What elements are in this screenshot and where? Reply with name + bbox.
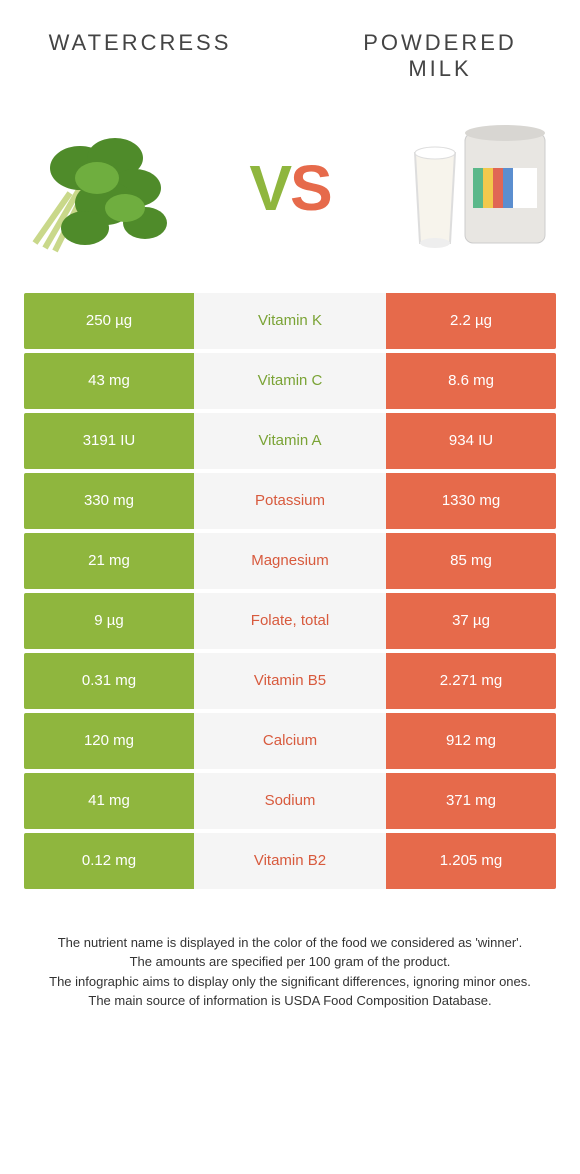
footer-line-3: The infographic aims to display only the… — [30, 972, 550, 992]
vs-label: VS — [249, 151, 330, 225]
left-value: 9 µg — [24, 593, 194, 649]
nutrient-label: Sodium — [194, 773, 386, 829]
nutrient-label: Vitamin B5 — [194, 653, 386, 709]
nutrient-label: Vitamin A — [194, 413, 386, 469]
right-value: 2.271 mg — [386, 653, 556, 709]
image-row: VS — [0, 93, 580, 293]
left-value: 43 mg — [24, 353, 194, 409]
nutrient-label: Potassium — [194, 473, 386, 529]
left-value: 120 mg — [24, 713, 194, 769]
footer-notes: The nutrient name is displayed in the co… — [0, 893, 580, 1011]
right-value: 371 mg — [386, 773, 556, 829]
footer-line-1: The nutrient name is displayed in the co… — [30, 933, 550, 953]
left-value: 250 µg — [24, 293, 194, 349]
header: WATERCRESS POWDERED MILK — [0, 0, 580, 93]
left-value: 21 mg — [24, 533, 194, 589]
nutrient-row: 21 mgMagnesium85 mg — [24, 533, 556, 589]
watercress-image — [20, 103, 190, 273]
nutrient-row: 0.31 mgVitamin B52.271 mg — [24, 653, 556, 709]
nutrient-row: 0.12 mgVitamin B21.205 mg — [24, 833, 556, 889]
left-value: 0.12 mg — [24, 833, 194, 889]
nutrient-row: 250 µgVitamin K2.2 µg — [24, 293, 556, 349]
nutrient-row: 43 mgVitamin C8.6 mg — [24, 353, 556, 409]
footer-line-4: The main source of information is USDA F… — [30, 991, 550, 1011]
vs-s: S — [290, 152, 331, 224]
right-value: 1330 mg — [386, 473, 556, 529]
nutrient-label: Vitamin B2 — [194, 833, 386, 889]
milk-image — [390, 103, 560, 273]
comparison-table: 250 µgVitamin K2.2 µg43 mgVitamin C8.6 m… — [24, 293, 556, 889]
nutrient-label: Calcium — [194, 713, 386, 769]
nutrient-label: Magnesium — [194, 533, 386, 589]
vs-v: V — [249, 152, 290, 224]
right-value: 934 IU — [386, 413, 556, 469]
left-value: 0.31 mg — [24, 653, 194, 709]
right-value: 2.2 µg — [386, 293, 556, 349]
nutrient-row: 120 mgCalcium912 mg — [24, 713, 556, 769]
title-right: POWDERED MILK — [340, 30, 540, 83]
left-value: 41 mg — [24, 773, 194, 829]
nutrient-row: 41 mgSodium371 mg — [24, 773, 556, 829]
title-left: WATERCRESS — [40, 30, 240, 83]
nutrient-label: Vitamin K — [194, 293, 386, 349]
left-value: 3191 IU — [24, 413, 194, 469]
footer-line-2: The amounts are specified per 100 gram o… — [30, 952, 550, 972]
nutrient-label: Vitamin C — [194, 353, 386, 409]
nutrient-label: Folate, total — [194, 593, 386, 649]
right-value: 37 µg — [386, 593, 556, 649]
nutrient-row: 330 mgPotassium1330 mg — [24, 473, 556, 529]
right-value: 85 mg — [386, 533, 556, 589]
right-value: 8.6 mg — [386, 353, 556, 409]
nutrient-row: 3191 IUVitamin A934 IU — [24, 413, 556, 469]
nutrient-row: 9 µgFolate, total37 µg — [24, 593, 556, 649]
right-value: 912 mg — [386, 713, 556, 769]
right-value: 1.205 mg — [386, 833, 556, 889]
left-value: 330 mg — [24, 473, 194, 529]
